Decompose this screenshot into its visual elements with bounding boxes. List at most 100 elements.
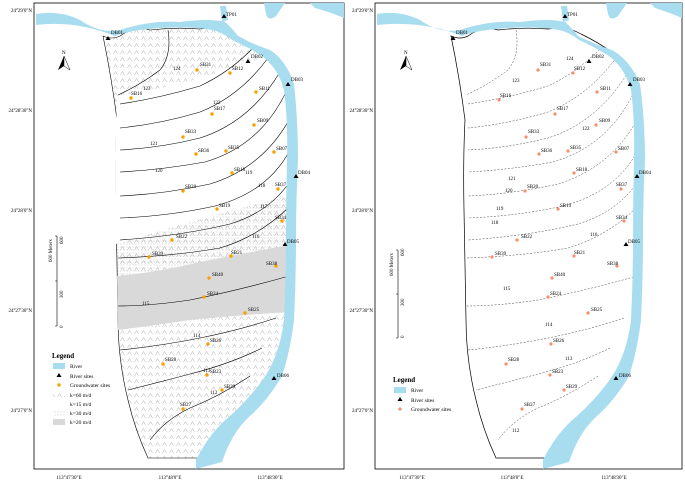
river-site-label: DB05 — [628, 240, 640, 245]
scale-tick: 300 — [60, 290, 65, 298]
left-lat-labels: 24°29'0"N 24°28'30"N 24°28'0"N 24°27'30"… — [8, 9, 32, 414]
gw-site-marker — [276, 187, 280, 191]
left-contour-line — [119, 57, 269, 129]
contour-label: 117 — [260, 205, 268, 210]
contour-label: 118 — [491, 221, 499, 226]
gw-site-label: SB28 — [508, 358, 520, 363]
contour-label: 121 — [150, 142, 158, 147]
left-contour-line — [119, 71, 281, 151]
gw-site-marker — [586, 311, 590, 315]
legend-item-label: Groundwater sites — [70, 383, 110, 389]
gw-site-label: SB22 — [521, 235, 533, 240]
gw-site-label: SB25 — [248, 308, 260, 313]
gw-site-marker — [129, 96, 133, 100]
gw-site-label: SB09 — [257, 119, 269, 124]
river-site-marker — [285, 82, 291, 86]
contour-label: 123 — [143, 87, 151, 92]
gw-site-marker — [622, 219, 626, 223]
river-site-marker — [586, 59, 592, 63]
gw-site-label: SB36 — [541, 149, 553, 154]
gw-site-marker — [553, 112, 557, 116]
gw-site-label: SB18 — [234, 168, 246, 173]
gw-site-label: SB11 — [259, 87, 270, 92]
right-contour-line — [465, 205, 639, 259]
lat-label: 24°28'30"N — [8, 109, 32, 114]
right-contour-line — [467, 317, 625, 351]
gw-site-label: SB37 — [616, 183, 628, 188]
gw-site-marker — [205, 373, 209, 377]
gw-site-label: SB31 — [200, 63, 212, 68]
gw-site-marker — [254, 90, 258, 94]
legend-item-label: River sites — [70, 374, 93, 380]
gw-site-marker — [504, 362, 508, 366]
left-contour-line — [127, 347, 263, 391]
gw-site-marker — [556, 207, 560, 211]
gw-site-label: SB39 — [152, 252, 164, 257]
right-contour-line — [467, 149, 639, 219]
gw-site-marker — [194, 152, 198, 156]
gw-site-label: SB21 — [231, 251, 243, 256]
river-site-label: DB04 — [298, 171, 310, 176]
gw-site-marker — [536, 68, 540, 72]
gw-site-label: SB27 — [524, 403, 536, 408]
gw-site-label: SB40 — [212, 273, 224, 278]
contour-label: 116 — [590, 233, 598, 238]
gw-site-label: SB34 — [275, 216, 287, 221]
right-contour-line — [467, 46, 603, 105]
gw-site-marker — [220, 388, 224, 392]
gw-site-marker — [566, 149, 570, 153]
gw-site-label: SB12 — [232, 67, 244, 72]
gw-site-marker — [572, 254, 576, 258]
contour-label: 119 — [496, 207, 504, 212]
river-site-marker — [627, 82, 633, 86]
gw-site-marker — [272, 150, 276, 154]
gw-site-label: SB27 — [180, 403, 192, 408]
river-site-label: DB05 — [287, 240, 299, 245]
left-zone-k30 — [116, 196, 291, 276]
gw-site-marker — [523, 189, 527, 193]
gw-site-label: SB40 — [554, 273, 566, 278]
gw-site-label: SB39 — [495, 252, 507, 257]
contour-label: 120 — [155, 169, 163, 174]
north-label: N — [62, 51, 66, 56]
gw-site-marker — [614, 150, 618, 154]
gw-site-marker — [170, 238, 174, 242]
gw-site-label: SB20 — [527, 185, 539, 190]
scale-tick: 0 — [60, 325, 65, 328]
gw-site-marker — [572, 171, 576, 175]
river-site-label: DB01 — [456, 31, 468, 36]
gw-site-marker — [181, 407, 185, 411]
gw-site-label: SB12 — [574, 67, 586, 72]
gw-site-marker — [497, 98, 501, 102]
gw-site-marker — [202, 295, 206, 299]
lat-label: 24°28'30"N — [349, 109, 373, 114]
river-site-marker — [613, 376, 619, 380]
river-site-label: DB02 — [592, 55, 604, 60]
river-site-label: DB06 — [277, 374, 289, 379]
legend-item-label: River — [411, 388, 423, 394]
river-site-marker — [623, 242, 629, 246]
gw-site-label: SB24 — [550, 292, 562, 297]
gw-site-marker — [230, 171, 234, 175]
gw-site-label: SB23 — [552, 370, 564, 375]
contour-label: 113 — [565, 357, 573, 362]
right-lon-labels: 113°47'30"E 113°48'0"E 113°48'30"E — [399, 476, 626, 481]
contour-label: 119 — [245, 171, 253, 176]
left-contour-line — [119, 91, 287, 173]
legend-item-label: River sites — [411, 398, 434, 404]
gw-site-marker — [619, 187, 623, 191]
right-north-arrow: N — [400, 51, 413, 71]
gw-site-marker — [207, 276, 211, 280]
gw-site-label: SB28 — [165, 358, 177, 363]
river-site-marker — [634, 174, 640, 178]
contour-label: 118 — [258, 184, 266, 189]
lat-label: 24°28'0"N — [352, 209, 373, 214]
contour-label: 121 — [508, 177, 516, 182]
right-contour-line — [467, 91, 635, 173]
river-site-marker — [271, 376, 277, 380]
contour-label: 124 — [173, 67, 181, 72]
left-contour-line — [119, 119, 290, 197]
right-contour-line — [467, 179, 640, 241]
river-site-label: DB02 — [251, 55, 263, 60]
gw-site-marker — [524, 135, 528, 139]
